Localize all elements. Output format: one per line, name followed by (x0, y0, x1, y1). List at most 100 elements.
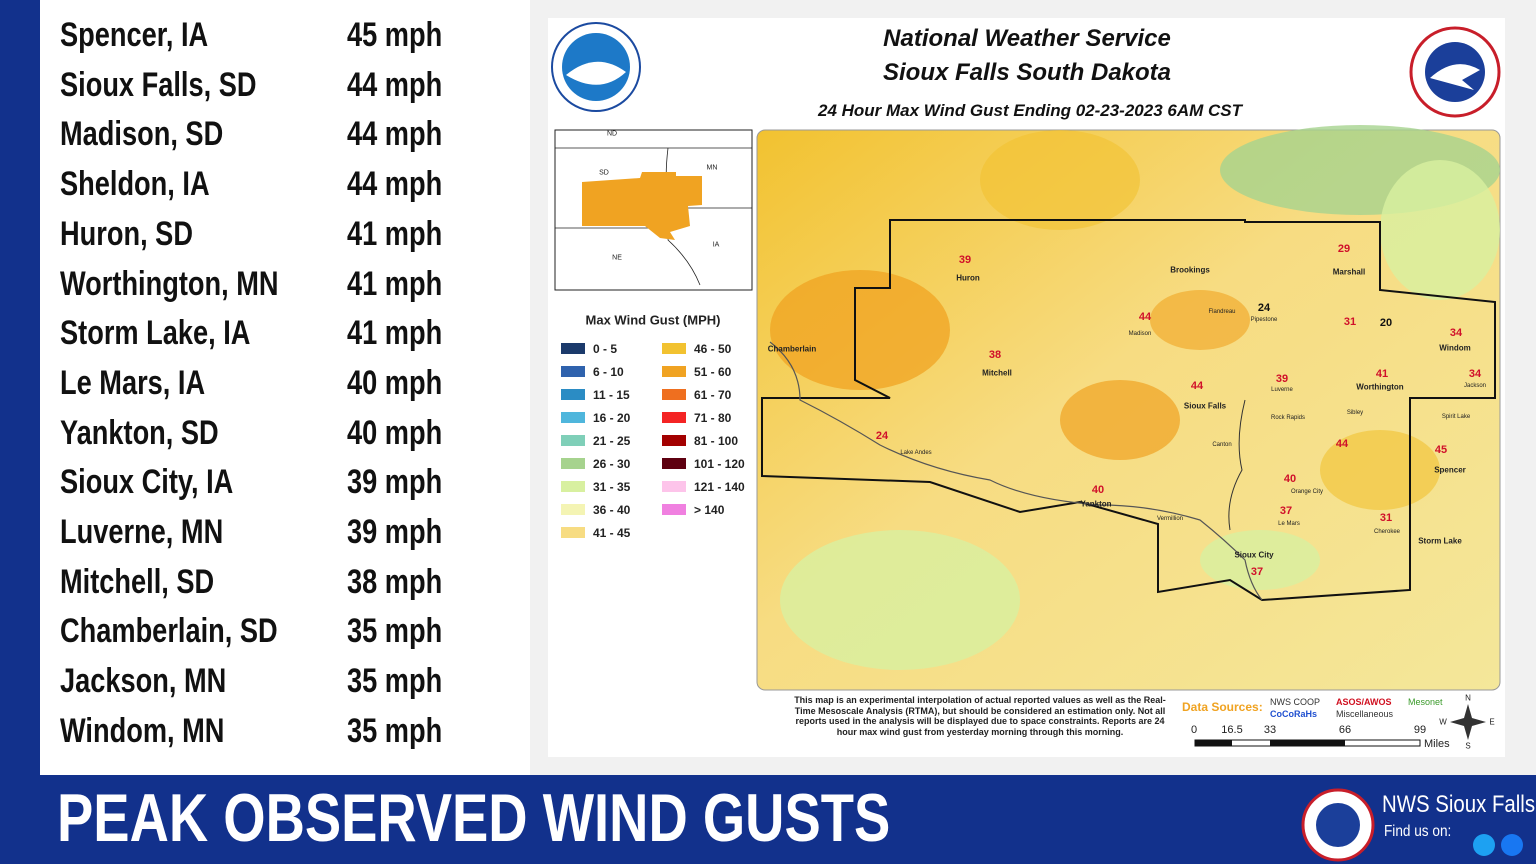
gust-speed: 44 mph (347, 65, 443, 104)
gust-value: 37 (1279, 505, 1293, 517)
gust-speed: 40 mph (347, 413, 443, 452)
gust-value: 24 (875, 430, 889, 442)
cwa-outline (761, 219, 1496, 602)
source-item: CoCoRaHs (1270, 709, 1318, 719)
scale-tick: 0 (1190, 724, 1198, 736)
gust-speed: 41 mph (347, 214, 443, 253)
gust-value: 29 (1337, 243, 1351, 255)
legend-swatch (561, 366, 585, 377)
footer-logo-inner (1316, 803, 1360, 847)
city-name: Spencer, IA (60, 16, 209, 54)
legend-label: 41 - 45 (593, 526, 631, 540)
legend-swatch (561, 458, 585, 469)
gust-value: 44 (1190, 380, 1204, 392)
legend-swatch (662, 481, 686, 492)
inset-label: SD (599, 169, 609, 177)
source-item: Miscellaneous (1336, 709, 1394, 719)
gust-value: 38 (988, 349, 1002, 361)
gust-speed: 35 mph (347, 662, 443, 701)
city-name: Sioux Falls, SD (60, 65, 257, 104)
disclaimer: This map is an experimental interpolatio… (794, 695, 1166, 737)
sources-title: Data Sources: (1182, 700, 1263, 714)
source-item: ASOS/AWOS (1336, 697, 1392, 707)
place-name: Pipestone (1250, 317, 1278, 323)
legend-swatch (662, 366, 686, 377)
noaa-logo-bird (566, 61, 626, 85)
city-name: Chamberlain, SD (60, 612, 278, 651)
legend-label: 36 - 40 (593, 503, 631, 517)
city-name: Sioux City, IA (60, 463, 234, 502)
map-office: Sioux Falls South Dakota (882, 59, 1172, 86)
scale-unit: Miles (1424, 738, 1450, 750)
place-name: Brookings (1170, 265, 1210, 275)
gust-value: 39 (958, 254, 972, 266)
legend-swatch (662, 343, 686, 354)
city-name: Worthington, MN (60, 264, 279, 303)
footer-title: PEAK OBSERVED WIND GUSTS (57, 780, 891, 856)
scale-tick: 99 (1413, 724, 1427, 736)
place-name: Sibley (1346, 410, 1364, 416)
legend-swatch (561, 412, 585, 423)
place-name: Storm Lake (1418, 536, 1462, 546)
footer-office: NWS Sioux Falls (1382, 791, 1536, 818)
gust-speed: 38 mph (347, 562, 443, 601)
gust-value: 44 (1335, 438, 1349, 450)
gust-speed: 39 mph (347, 513, 443, 551)
river (769, 341, 1263, 601)
source-item: Mesonet (1408, 697, 1443, 707)
legend-label: 71 - 80 (694, 411, 732, 425)
legend-label: 46 - 50 (694, 342, 732, 356)
legend-label: 51 - 60 (694, 365, 732, 379)
legend-swatch (662, 435, 686, 446)
gust-speed: 40 mph (347, 363, 443, 402)
map-shade (980, 130, 1140, 230)
gust-value: 44 (1138, 311, 1152, 323)
place-name: Huron (956, 273, 980, 283)
gust-value: 34 (1468, 368, 1482, 380)
place-name: Sioux Falls (1183, 401, 1227, 411)
place-name: Marshall (1332, 267, 1366, 277)
gust-value: 24 (1257, 302, 1271, 314)
facebook-icon[interactable] (1501, 834, 1523, 856)
place-name: Lake Andes (900, 450, 932, 456)
state-line (1228, 399, 1246, 531)
city-name: Windom, MN (60, 711, 225, 750)
scale-bar-segment (1195, 740, 1232, 746)
gust-speed: 35 mph (347, 612, 443, 651)
gust-value: 31 (1343, 316, 1357, 328)
gust-speed: 35 mph (347, 711, 443, 750)
inset-label: IA (712, 241, 720, 249)
place-name: Luverne (1271, 387, 1293, 393)
city-name: Sheldon, IA (60, 165, 210, 204)
legend-swatch (662, 458, 686, 469)
place-name: Madison (1128, 331, 1152, 337)
inset-label: MN (706, 164, 718, 172)
legend-label: 31 - 35 (593, 480, 631, 494)
gust-value: 20 (1379, 317, 1393, 329)
place-name: Flandreau (1208, 309, 1236, 315)
inset-label: ND (606, 130, 618, 138)
city-name: Mitchell, SD (60, 562, 215, 601)
legend-swatch (561, 481, 585, 492)
map-shade (1060, 380, 1180, 460)
footer-bar (0, 775, 1536, 864)
legend-label: 6 - 10 (593, 365, 624, 379)
legend-label: 11 - 15 (593, 388, 630, 402)
legend-label: 81 - 100 (694, 434, 739, 448)
city-name: Jackson, MN (60, 662, 227, 701)
twitter-icon[interactable] (1473, 834, 1495, 856)
map-title: 24 Hour Max Wind Gust Ending 02-23-2023 … (818, 101, 1242, 120)
compass-label: W (1439, 717, 1447, 727)
place-name: Worthington (1356, 382, 1404, 392)
place-name: Rock Rapids (1270, 415, 1306, 421)
left-strip (0, 0, 40, 864)
compass-label: E (1489, 717, 1495, 727)
legend-swatch (662, 389, 686, 400)
gust-speed: 41 mph (347, 314, 443, 353)
gust-value: 37 (1250, 566, 1264, 578)
city-name: Luverne, MN (60, 513, 224, 551)
place-name: Spirit Lake (1441, 414, 1471, 420)
place-name: Le Mars (1278, 521, 1300, 527)
place-name: Windom (1439, 343, 1471, 353)
